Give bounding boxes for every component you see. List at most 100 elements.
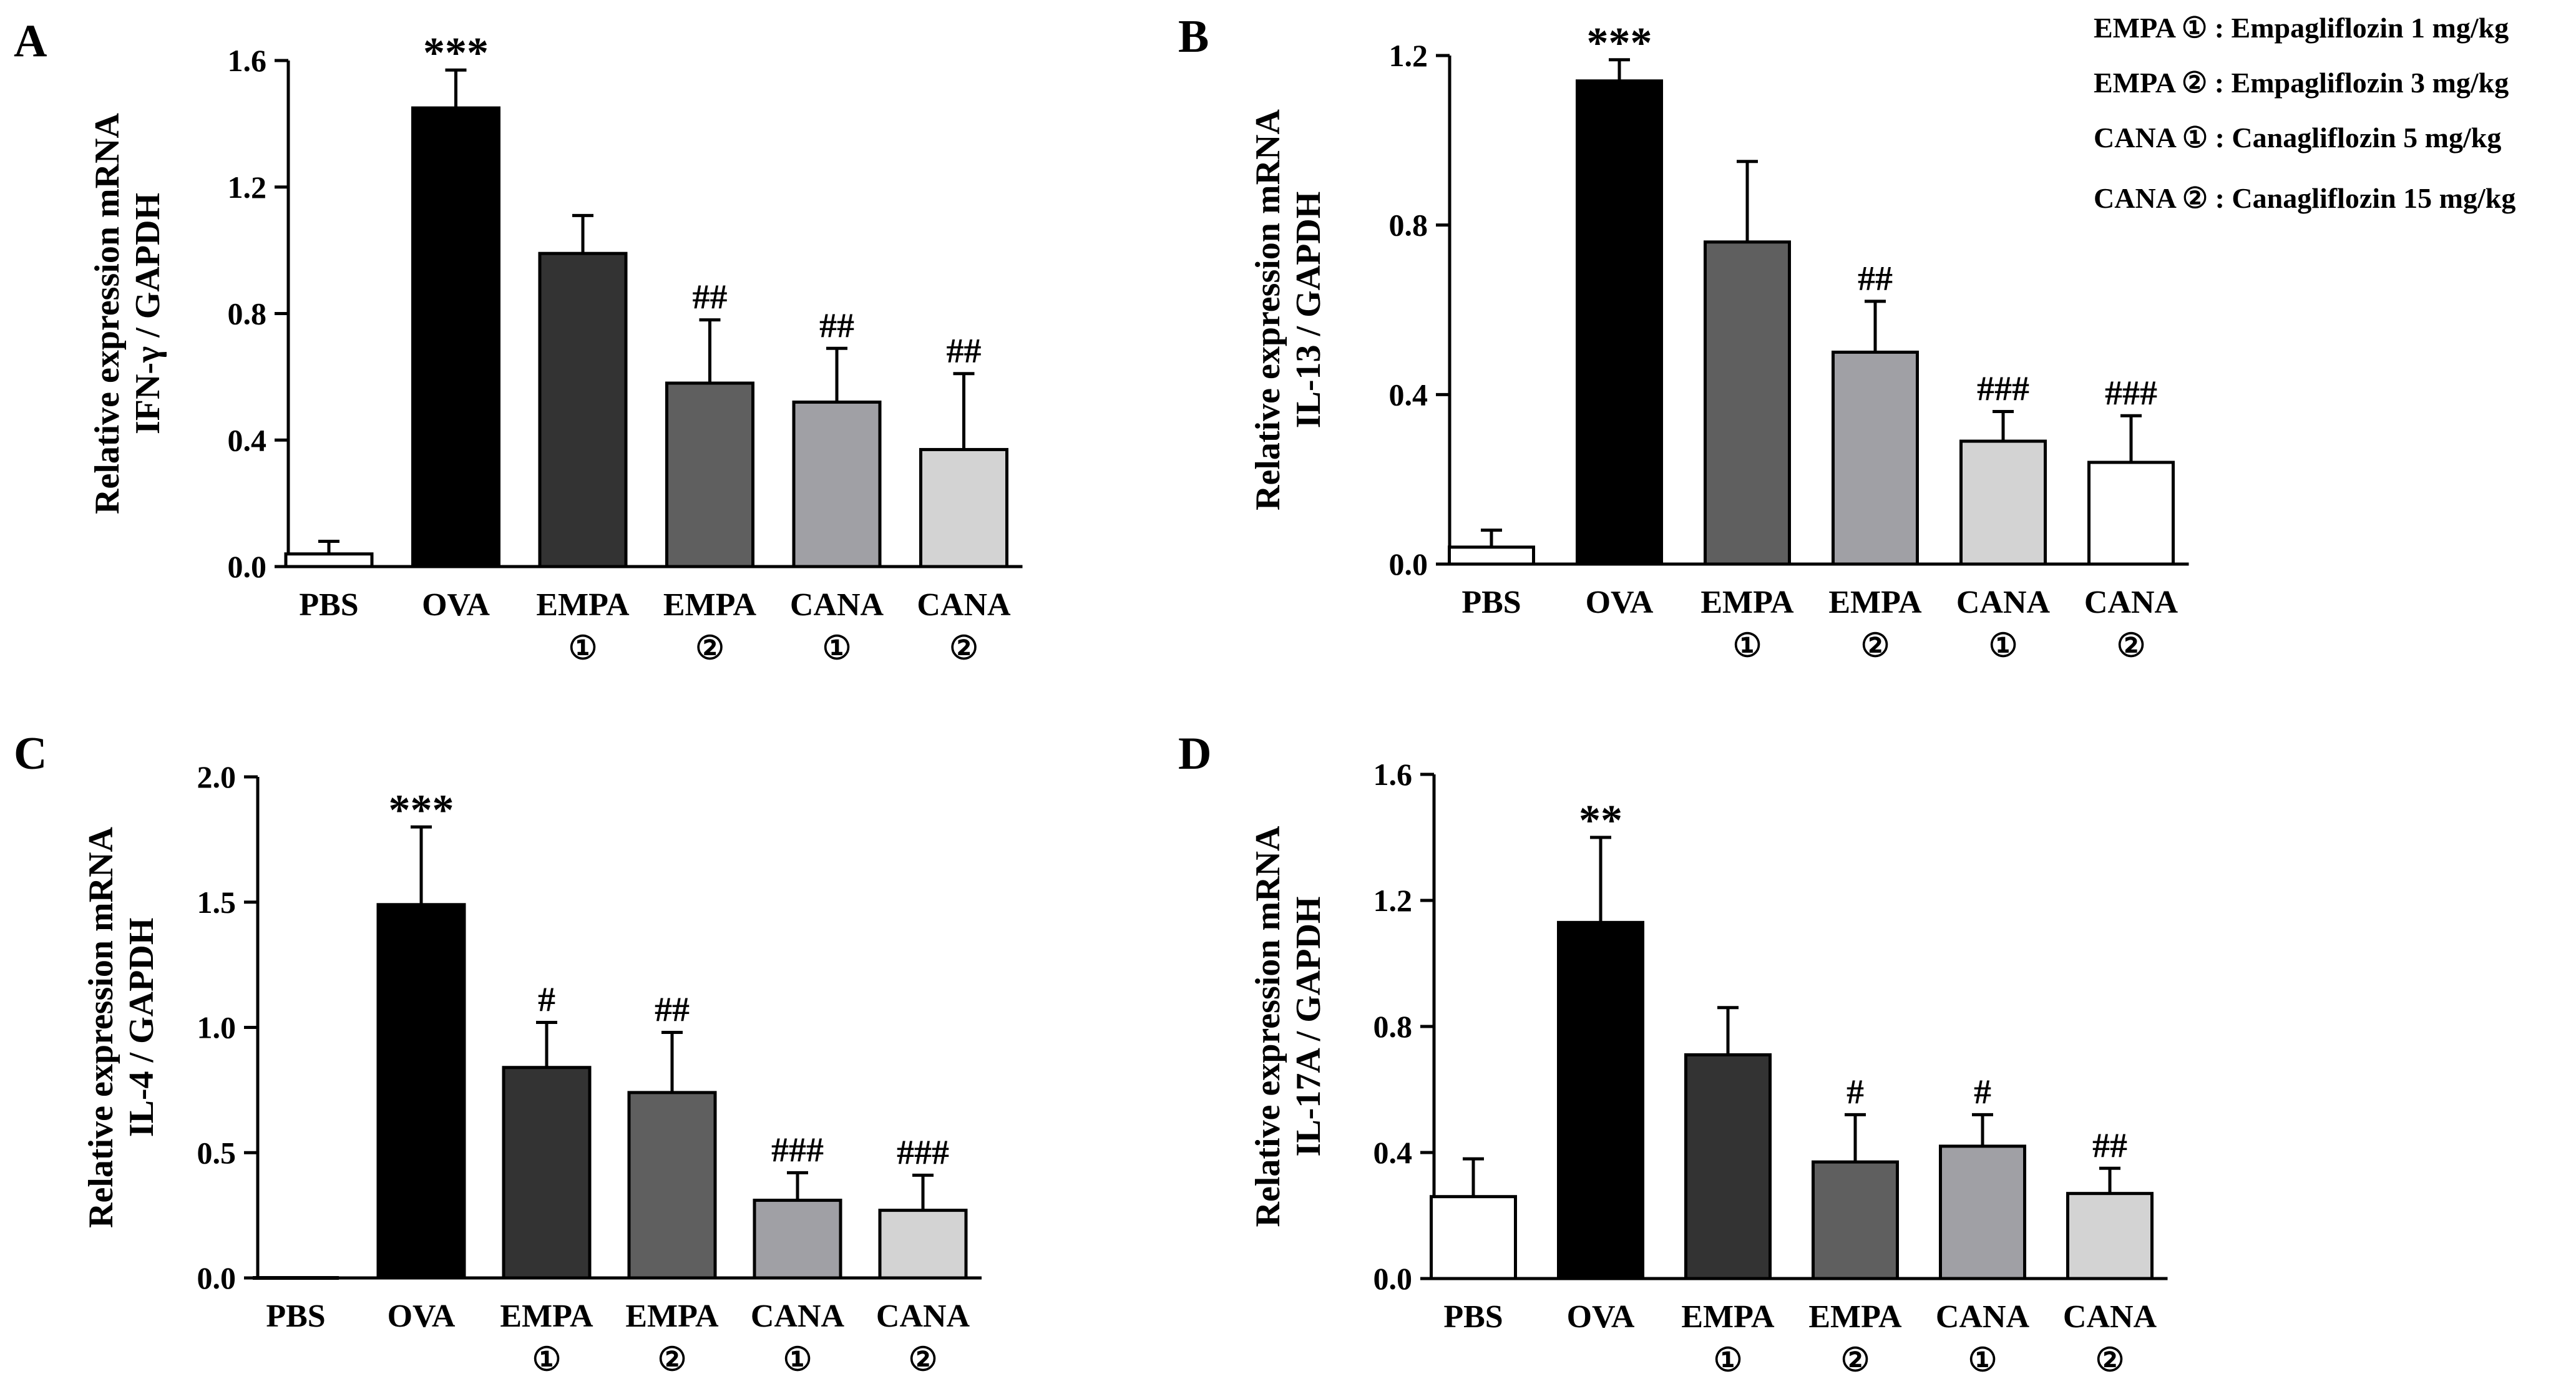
y-axis-label: Relative expression mRNA xyxy=(1249,826,1287,1227)
x-tick-label: CANA xyxy=(917,587,1011,623)
significance-label: *** xyxy=(389,786,454,834)
bar xyxy=(627,1091,717,1280)
bar xyxy=(1684,1053,1772,1280)
x-tick-label: CANA xyxy=(751,1299,845,1334)
x-tick-label: CANA xyxy=(2084,585,2178,620)
x-tick-label: ① xyxy=(1989,628,2018,664)
y-tick-label: 0.4 xyxy=(228,422,267,457)
x-tick-label: EMPA xyxy=(1681,1299,1775,1335)
legend-abbr: CANA ① xyxy=(2094,122,2208,154)
legend-abbr: CANA ② xyxy=(2094,182,2208,214)
x-tick-label: OVA xyxy=(1586,585,1654,620)
x-tick-label: ① xyxy=(1714,1343,1743,1378)
y-axis-label: IL-4 / GAPDH xyxy=(122,918,161,1138)
x-tick-label: ② xyxy=(658,1342,687,1378)
x-tick-label: CANA xyxy=(1936,1299,2030,1335)
y-axis-label: IFN-γ / GAPDH xyxy=(129,193,167,434)
x-tick-label: ② xyxy=(909,1342,938,1378)
y-tick-label: 2.0 xyxy=(197,759,237,794)
x-tick-label: CANA xyxy=(876,1299,970,1334)
x-tick-label: ① xyxy=(532,1342,562,1378)
significance-label: ## xyxy=(655,991,690,1030)
x-tick-label: ② xyxy=(2095,1343,2125,1378)
legend-desc: Empagliflozin 1 mg/kg xyxy=(2232,12,2509,44)
legend-abbr: EMPA ① xyxy=(2094,12,2207,44)
panel-letter: B xyxy=(1178,11,1209,62)
x-tick-label: ① xyxy=(822,631,852,666)
y-tick-label: 1.2 xyxy=(228,170,267,205)
significance-label: *** xyxy=(1587,19,1652,67)
x-tick-label: OVA xyxy=(422,587,490,623)
bar xyxy=(1448,545,1535,566)
x-tick-label: EMPA xyxy=(1808,1299,1902,1335)
panel-letter: A xyxy=(14,16,47,67)
x-tick-label: EMPA xyxy=(1700,585,1794,620)
y-tick-label: 0.8 xyxy=(228,296,267,331)
y-tick-label: 1.6 xyxy=(228,43,267,78)
significance-label: # xyxy=(538,980,555,1019)
legend-desc: Canagliflozin 5 mg/kg xyxy=(2232,122,2501,154)
panel-b: B Relative expression mRNA IL-13 / GAPDH 0.… xyxy=(1178,11,2189,664)
bar xyxy=(502,1066,592,1280)
bar xyxy=(376,903,466,1280)
y-tick-label: 0.8 xyxy=(1373,1009,1413,1044)
x-tick-label: ① xyxy=(783,1342,812,1378)
x-tick-label: OVA xyxy=(388,1299,456,1334)
bar xyxy=(1576,79,1663,566)
significance-label: ## xyxy=(1858,260,1893,298)
x-tick-label: EMPA xyxy=(1828,585,1922,620)
y-tick-label: 1.0 xyxy=(197,1010,237,1045)
y-tick-label: 0.0 xyxy=(228,549,267,584)
y-tick-label: 0.8 xyxy=(1389,208,1428,243)
x-tick-label: CANA xyxy=(2063,1299,2157,1335)
legend-entry: CANA ② : Canagliflozin 15 mg/kg xyxy=(2094,182,2515,214)
y-tick-label: 1.6 xyxy=(1373,757,1413,792)
bar xyxy=(1812,1160,1899,1280)
x-tick-label: CANA xyxy=(1956,585,2051,620)
bar xyxy=(792,400,882,568)
legend-abbr: EMPA ② xyxy=(2094,67,2207,99)
x-tick-label: ② xyxy=(695,631,724,666)
y-tick-label: 1.5 xyxy=(197,885,237,920)
panel-letter: D xyxy=(1178,728,1211,779)
y-tick-label: 1.2 xyxy=(1389,38,1428,73)
legend-entry: EMPA ② : Empagliflozin 3 mg/kg xyxy=(2094,67,2509,99)
x-tick-label: ① xyxy=(568,631,598,666)
y-tick-label: 1.2 xyxy=(1373,883,1413,918)
y-axis-label: IL-13 / GAPDH xyxy=(1289,192,1328,429)
significance-label: ## xyxy=(819,306,854,345)
y-axis-label: Relative expression mRNA xyxy=(88,113,127,514)
x-tick-label: OVA xyxy=(1567,1299,1635,1335)
y-tick-label: 0.0 xyxy=(1373,1261,1413,1296)
significance-label: ## xyxy=(947,332,982,371)
x-tick-label: CANA xyxy=(790,587,884,623)
bar xyxy=(1557,920,1644,1280)
bar xyxy=(919,447,1008,568)
x-tick-label: ② xyxy=(1841,1343,1870,1378)
bar xyxy=(1959,439,2047,566)
y-axis-label: Relative expression mRNA xyxy=(1249,109,1287,510)
x-tick-label: EMPA xyxy=(500,1299,593,1334)
bar xyxy=(1430,1195,1517,1280)
x-tick-label: ① xyxy=(1733,628,1762,664)
legend-entry: EMPA ① : Empagliflozin 1 mg/kg xyxy=(2094,12,2509,44)
y-tick-label: 0.4 xyxy=(1389,377,1428,412)
panel-letter: C xyxy=(14,728,47,779)
x-tick-label: PBS xyxy=(1443,1299,1503,1335)
significance-label: # xyxy=(1974,1073,1991,1111)
significance-label: *** xyxy=(423,29,489,77)
significance-label: ### xyxy=(771,1131,824,1169)
legend-entry: CANA ① : Canagliflozin 5 mg/kg xyxy=(2094,122,2501,154)
significance-label: ## xyxy=(693,278,728,317)
legend: EMPA ① : Empagliflozin 1 mg/kg EMPA ② : … xyxy=(2094,12,2515,214)
significance-label: ## xyxy=(2092,1126,2127,1165)
significance-label: ### xyxy=(1977,370,2029,409)
bar xyxy=(1939,1144,2026,1280)
legend-desc: Canagliflozin 15 mg/kg xyxy=(2232,182,2515,214)
y-tick-label: 0.5 xyxy=(197,1135,237,1170)
panel-c: C Relative expression mRNA IL-4 / GAPDH 0.0… xyxy=(14,728,982,1378)
bar xyxy=(2066,1192,2154,1280)
x-tick-label: ② xyxy=(949,631,978,666)
y-tick-label: 0.0 xyxy=(197,1260,237,1295)
significance-label: # xyxy=(1847,1073,1864,1111)
